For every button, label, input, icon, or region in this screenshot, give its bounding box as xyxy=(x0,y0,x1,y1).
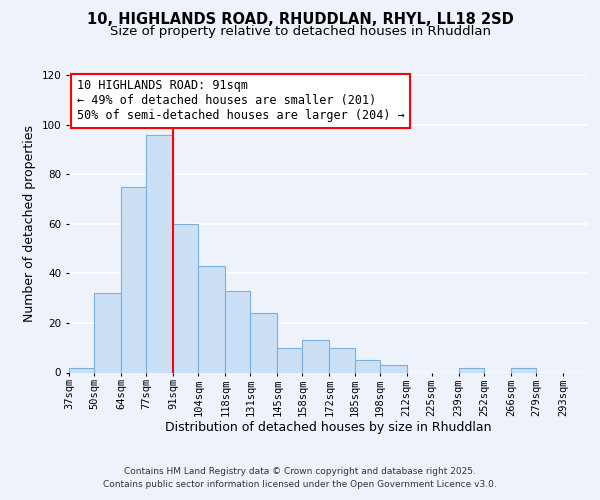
Bar xyxy=(69,368,94,372)
Bar xyxy=(355,360,380,372)
Bar xyxy=(225,290,250,372)
Bar xyxy=(511,368,536,372)
Bar xyxy=(94,293,121,372)
Bar xyxy=(459,368,484,372)
Text: 10 HIGHLANDS ROAD: 91sqm
← 49% of detached houses are smaller (201)
50% of semi-: 10 HIGHLANDS ROAD: 91sqm ← 49% of detach… xyxy=(77,80,404,122)
Bar xyxy=(302,340,329,372)
Bar xyxy=(380,365,407,372)
Bar xyxy=(329,348,355,372)
Text: Contains public sector information licensed under the Open Government Licence v3: Contains public sector information licen… xyxy=(103,480,497,489)
X-axis label: Distribution of detached houses by size in Rhuddlan: Distribution of detached houses by size … xyxy=(165,421,492,434)
Text: Contains HM Land Registry data © Crown copyright and database right 2025.: Contains HM Land Registry data © Crown c… xyxy=(124,467,476,476)
Bar xyxy=(250,313,277,372)
Text: Size of property relative to detached houses in Rhuddlan: Size of property relative to detached ho… xyxy=(110,25,491,38)
Bar xyxy=(121,186,146,372)
Text: 10, HIGHLANDS ROAD, RHUDDLAN, RHYL, LL18 2SD: 10, HIGHLANDS ROAD, RHUDDLAN, RHYL, LL18… xyxy=(86,12,514,28)
Bar xyxy=(277,348,302,372)
Bar xyxy=(146,134,173,372)
Y-axis label: Number of detached properties: Number of detached properties xyxy=(23,125,36,322)
Bar xyxy=(173,224,198,372)
Bar xyxy=(198,266,225,372)
